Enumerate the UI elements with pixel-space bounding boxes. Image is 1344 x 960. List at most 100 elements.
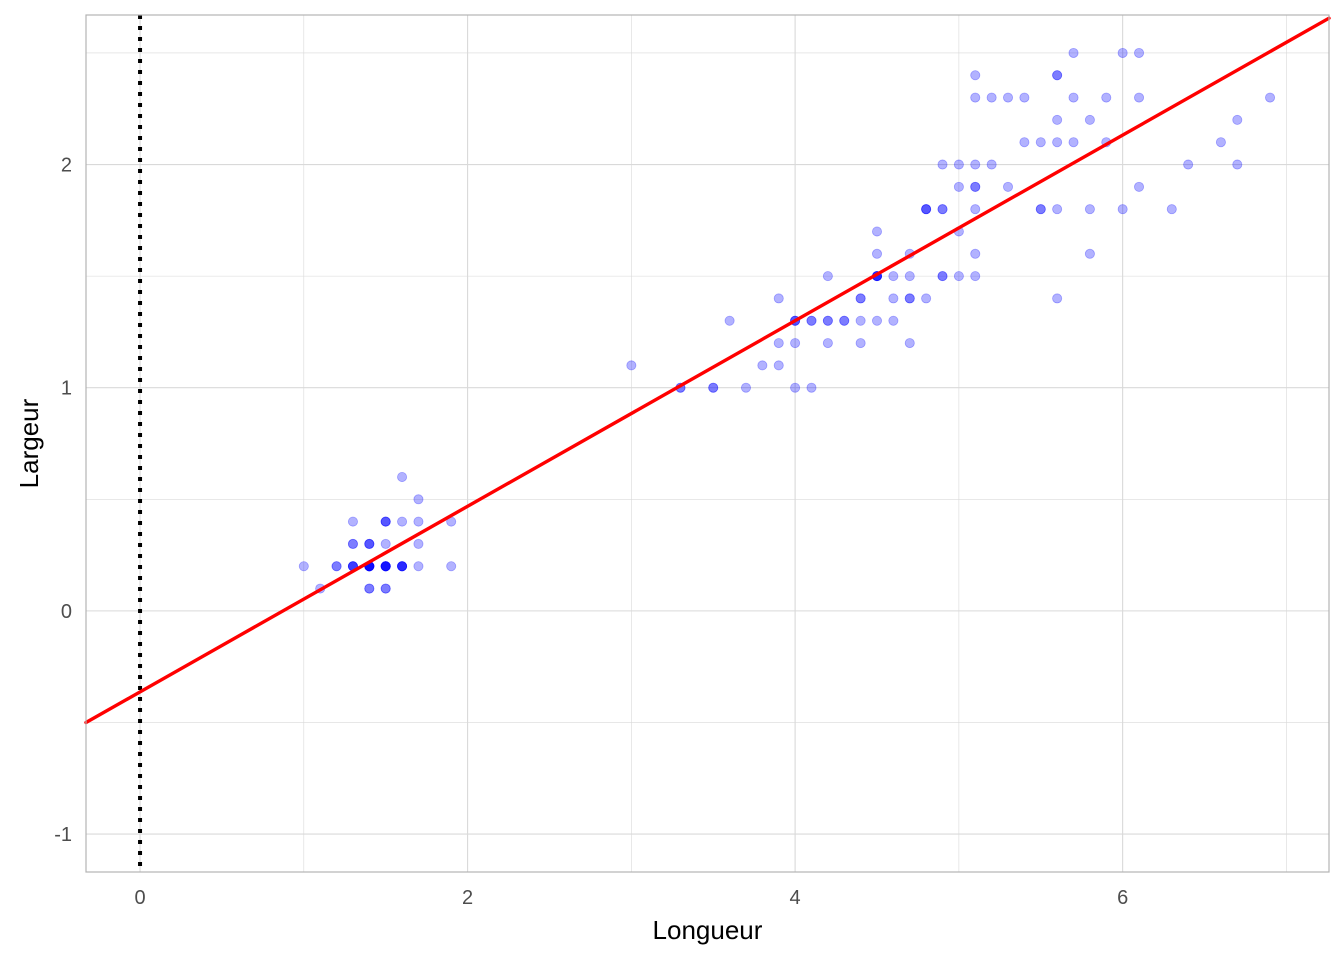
data-point [347,516,358,527]
data-point [380,561,391,572]
regression-line [84,16,1331,725]
data-point [855,338,866,349]
data-point [970,271,981,282]
data-point [380,516,391,527]
y-tick-label: 0 [61,601,72,623]
data-point [397,561,408,572]
data-point [380,538,391,549]
data-point [970,248,981,259]
data-point [921,204,932,215]
data-point [970,181,981,192]
data-point [1052,204,1063,215]
data-point [1232,114,1243,125]
data-point [822,315,833,326]
data-point [773,338,784,349]
data-point [380,561,391,572]
data-point [872,315,883,326]
regression-line-layer [84,16,1331,725]
data-point [1019,137,1030,148]
data-point [397,561,408,572]
y-tick-label: 1 [61,378,72,400]
panel-border [85,14,1330,873]
data-point [1052,293,1063,304]
data-point [904,293,915,304]
data-point [413,538,424,549]
data-point [380,561,391,572]
data-point [1183,159,1194,170]
data-point [364,583,375,594]
data-point [413,494,424,505]
data-point [1068,92,1079,103]
data-point [888,271,899,282]
data-point [724,315,735,326]
data-point [970,204,981,215]
data-point [380,561,391,572]
data-point [1003,181,1014,192]
x-tick-label: 0 [134,887,145,909]
data-point [937,159,948,170]
data-point [298,561,309,572]
data-point [331,561,342,572]
data-point [921,204,932,215]
y-tick-label: -1 [54,824,72,846]
data-point [773,293,784,304]
data-point [1117,47,1128,58]
tick-labels: 0 2 4 6 -1 0 1 2 [54,155,1128,909]
data-point [380,583,391,594]
data-point [888,315,899,326]
data-point [413,516,424,527]
data-point [446,561,457,572]
data-point [380,561,391,572]
data-point [1019,92,1030,103]
data-point [413,561,424,572]
y-tick-label: 2 [61,155,72,177]
data-point [1052,137,1063,148]
data-point [1084,204,1095,215]
data-point [1068,137,1079,148]
data-point [986,92,997,103]
data-point [839,315,850,326]
data-point [1084,248,1095,259]
data-point [1052,114,1063,125]
data-point [1052,70,1063,81]
data-point [953,271,964,282]
x-tick-label: 4 [790,887,801,909]
data-point [904,338,915,349]
data-point [1035,204,1046,215]
x-axis-title: Longueur [653,915,763,945]
data-point [708,382,719,393]
data-point [1052,70,1063,81]
data-point [380,561,391,572]
x-tick-label: 2 [462,887,473,909]
x-tick-label: 6 [1117,887,1128,909]
data-point [397,471,408,482]
data-point [822,315,833,326]
data-point [839,315,850,326]
data-point [1134,181,1145,192]
data-point [1215,137,1226,148]
data-point [937,204,948,215]
data-point [953,159,964,170]
data-point [970,92,981,103]
data-point [1084,114,1095,125]
data-point [1232,159,1243,170]
data-point [855,293,866,304]
data-point [364,583,375,594]
data-point [708,382,719,393]
data-point [904,293,915,304]
data-point [380,583,391,594]
data-point [364,538,375,549]
data-point [397,516,408,527]
data-point [872,248,883,259]
data-point [1003,92,1014,103]
data-point [806,382,817,393]
data-point [331,561,342,572]
data-point [1134,47,1145,58]
data-point [937,271,948,282]
data-point [953,181,964,192]
data-point [855,293,866,304]
data-point [397,561,408,572]
data-point [397,561,408,572]
data-point [626,360,637,371]
